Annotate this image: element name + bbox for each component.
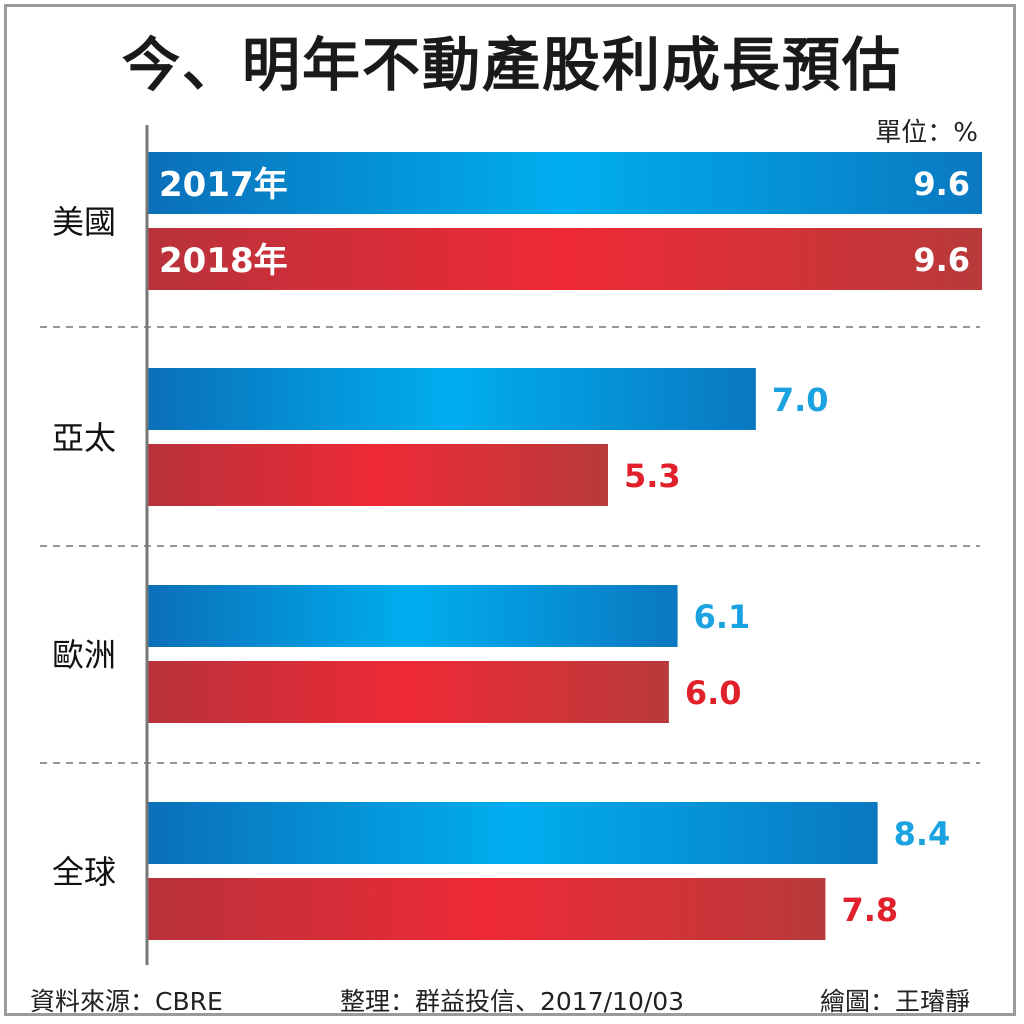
bar-2017年-歐洲 bbox=[147, 585, 678, 647]
footer-drawn: 繪圖：王璿靜 bbox=[820, 987, 971, 1016]
data-label: 6.0 bbox=[685, 674, 742, 712]
data-label: 7.8 bbox=[841, 891, 898, 929]
chart-title: 今、明年不動產股利成長預估 bbox=[121, 31, 902, 99]
data-label: 6.1 bbox=[694, 598, 751, 636]
unit-label: 單位：% bbox=[875, 118, 978, 148]
data-label: 8.4 bbox=[894, 815, 951, 853]
bar-2018年-美國 bbox=[147, 228, 982, 290]
legend-label: 2018年 bbox=[159, 241, 288, 281]
category-label: 全球 bbox=[52, 853, 116, 891]
chart-border bbox=[4, 4, 1016, 1016]
bar-2017年-亞太 bbox=[147, 368, 756, 430]
bar-2018年-亞太 bbox=[147, 444, 608, 506]
data-label: 9.6 bbox=[913, 241, 970, 279]
footer-compiled: 整理：群益投信、2017/10/03 bbox=[340, 987, 685, 1016]
bar-2017年-全球 bbox=[147, 802, 878, 864]
legend-label: 2017年 bbox=[159, 165, 288, 205]
data-label: 5.3 bbox=[624, 457, 681, 495]
category-label: 美國 bbox=[52, 203, 116, 241]
footer-source: 資料來源：CBRE bbox=[30, 987, 223, 1016]
bar-2018年-全球 bbox=[147, 878, 826, 940]
category-label: 亞太 bbox=[52, 419, 116, 457]
bar-2017年-美國 bbox=[147, 152, 982, 214]
category-label: 歐洲 bbox=[52, 636, 116, 674]
data-label: 7.0 bbox=[772, 381, 829, 419]
bar-2018年-歐洲 bbox=[147, 661, 669, 723]
data-label: 9.6 bbox=[913, 165, 970, 203]
